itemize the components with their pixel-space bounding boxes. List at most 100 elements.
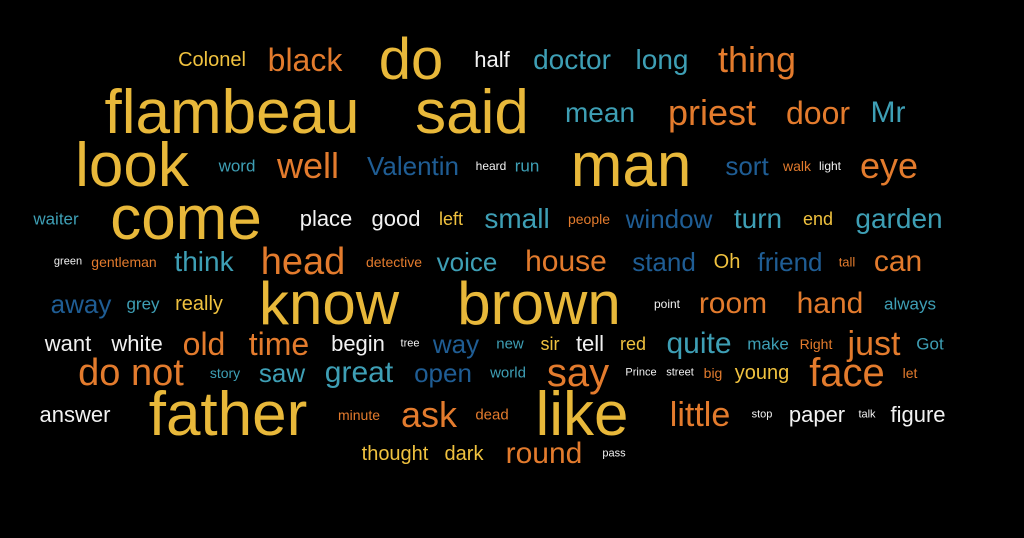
cloud-word: really xyxy=(175,293,223,315)
cloud-word: point xyxy=(653,297,681,311)
cloud-word: turn xyxy=(733,203,783,234)
cloud-word: sir xyxy=(540,334,560,354)
cloud-word: stand xyxy=(632,247,696,277)
cloud-word: man xyxy=(570,131,692,200)
cloud-word: Colonel xyxy=(178,49,246,71)
cloud-word: walk xyxy=(782,158,812,174)
cloud-word: know xyxy=(258,270,400,337)
cloud-word: mean xyxy=(564,97,636,128)
cloud-word: long xyxy=(635,44,689,75)
cloud-word: minute xyxy=(337,407,381,423)
cloud-word: big xyxy=(703,365,723,381)
cloud-word: answer xyxy=(39,402,111,427)
cloud-word: priest xyxy=(667,92,757,133)
cloud-word: Mr xyxy=(870,96,906,129)
cloud-word: door xyxy=(785,95,851,131)
cloud-word: good xyxy=(371,206,421,231)
cloud-word: small xyxy=(484,203,550,234)
cloud-word: do not xyxy=(78,352,184,394)
cloud-word: old xyxy=(182,326,226,362)
cloud-word: gentleman xyxy=(91,254,157,270)
cloud-word: white xyxy=(111,331,163,356)
cloud-word: come xyxy=(110,184,262,253)
cloud-word: want xyxy=(44,331,92,356)
cloud-word: tell xyxy=(575,331,605,356)
cloud-word: tree xyxy=(400,337,420,350)
cloud-word: waiter xyxy=(33,209,79,229)
cloud-word: half xyxy=(474,47,510,72)
cloud-word: place xyxy=(299,206,353,231)
cloud-word: black xyxy=(267,42,343,78)
cloud-word: left xyxy=(438,209,464,229)
cloud-word: street xyxy=(666,366,694,379)
cloud-word: say xyxy=(546,351,610,395)
cloud-word: word xyxy=(218,156,256,176)
cloud-word: voice xyxy=(436,247,498,277)
cloud-word: way xyxy=(432,329,480,359)
cloud-word: run xyxy=(514,156,540,176)
cloud-word: figure xyxy=(890,402,946,427)
cloud-word: thought xyxy=(361,443,429,465)
cloud-word: Valentin xyxy=(366,151,460,181)
cloud-word: young xyxy=(734,362,790,384)
cloud-word: dark xyxy=(444,443,484,465)
cloud-word: new xyxy=(496,335,524,353)
cloud-word: talk xyxy=(858,408,876,421)
cloud-word: room xyxy=(698,287,768,320)
cloud-word: just xyxy=(847,325,901,363)
cloud-word: well xyxy=(276,145,340,186)
cloud-word: said xyxy=(415,78,529,147)
cloud-word: detective xyxy=(365,254,423,270)
cloud-word: grey xyxy=(126,294,160,314)
cloud-word: light xyxy=(818,159,842,173)
cloud-word: make xyxy=(747,334,789,354)
cloud-word: doctor xyxy=(533,44,611,75)
cloud-word: father xyxy=(148,380,308,449)
cloud-word: always xyxy=(884,294,936,314)
cloud-word: Right xyxy=(799,336,833,352)
cloud-word: flambeau xyxy=(104,78,360,147)
cloud-word: let xyxy=(902,365,918,381)
cloud-word: sort xyxy=(725,151,769,181)
cloud-word: begin xyxy=(331,331,385,356)
cloud-word: hand xyxy=(796,287,864,320)
cloud-word: eye xyxy=(859,145,919,186)
cloud-word: away xyxy=(50,289,112,319)
cloud-word: quite xyxy=(666,327,732,360)
cloud-word: garden xyxy=(855,203,943,234)
cloud-word: little xyxy=(669,396,731,434)
cloud-word: red xyxy=(619,334,647,354)
cloud-word: end xyxy=(802,209,834,229)
cloud-word: do xyxy=(378,27,444,92)
cloud-word: world xyxy=(490,364,526,382)
cloud-word: thing xyxy=(717,39,797,80)
cloud-word: head xyxy=(260,241,346,283)
cloud-word: tall xyxy=(838,254,856,270)
cloud-word: Oh xyxy=(713,251,741,273)
cloud-word: round xyxy=(505,437,583,470)
cloud-word: time xyxy=(248,326,310,362)
cloud-word: stop xyxy=(751,408,773,421)
cloud-word: great xyxy=(324,356,394,389)
cloud-word: Got xyxy=(916,334,944,354)
cloud-word: think xyxy=(174,246,234,277)
cloud-word: window xyxy=(625,204,713,234)
cloud-word: pass xyxy=(602,447,626,460)
cloud-word: brown xyxy=(457,270,621,337)
cloud-word: people xyxy=(567,211,611,227)
cloud-word: ask xyxy=(400,394,458,435)
cloud-word: green xyxy=(53,255,83,268)
cloud-word: face xyxy=(809,351,885,395)
cloud-word: paper xyxy=(788,402,846,427)
cloud-word: friend xyxy=(757,247,823,277)
cloud-word: house xyxy=(525,245,607,278)
cloud-word: story xyxy=(209,365,241,381)
cloud-word: like xyxy=(535,380,629,449)
cloud-word: saw xyxy=(258,358,306,388)
cloud-word: heard xyxy=(475,159,507,173)
cloud-word: can xyxy=(873,245,923,278)
cloud-word: dead xyxy=(475,406,509,424)
cloud-word: Prince xyxy=(625,366,657,379)
cloud-word: open xyxy=(414,358,472,388)
